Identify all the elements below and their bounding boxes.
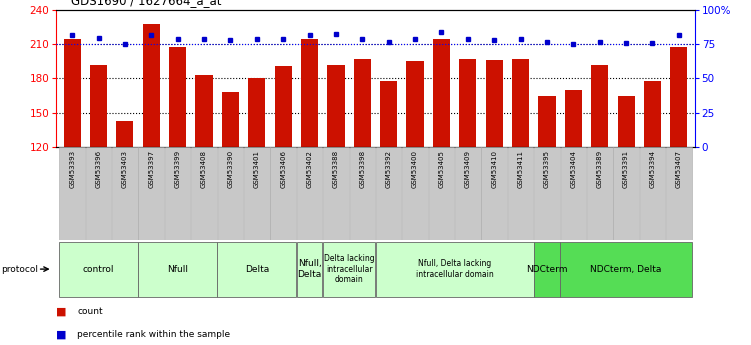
Text: GSM53407: GSM53407 [676, 150, 682, 188]
Bar [138, 147, 164, 240]
Text: GSM53393: GSM53393 [69, 150, 75, 188]
Text: GSM53400: GSM53400 [412, 150, 418, 188]
Bar [486, 60, 502, 147]
Bar [508, 147, 533, 240]
Bar [560, 241, 692, 297]
Bar [323, 147, 348, 240]
Bar [433, 39, 450, 147]
Bar [64, 39, 80, 147]
Bar [455, 147, 481, 240]
Bar [512, 59, 529, 147]
Bar [640, 147, 665, 240]
Bar [323, 241, 376, 297]
Text: count: count [77, 307, 103, 316]
Bar [192, 147, 217, 240]
Text: GSM53388: GSM53388 [333, 150, 339, 188]
Text: Nfull, Delta lacking
intracellular domain: Nfull, Delta lacking intracellular domai… [416, 259, 493, 279]
Bar [169, 47, 186, 147]
Text: ■: ■ [56, 330, 67, 340]
Text: GSM53397: GSM53397 [148, 150, 154, 188]
Bar [297, 241, 322, 297]
Bar [560, 147, 586, 240]
Bar [460, 59, 476, 147]
Bar [195, 75, 213, 147]
Text: GSM53408: GSM53408 [201, 150, 207, 188]
Text: GSM53411: GSM53411 [517, 150, 523, 188]
Text: GSM53403: GSM53403 [122, 150, 128, 188]
Bar [534, 241, 560, 297]
Bar [244, 147, 270, 240]
Bar [538, 96, 556, 147]
Bar [666, 147, 692, 240]
Bar [222, 92, 239, 147]
Bar [671, 47, 687, 147]
Text: GSM53409: GSM53409 [465, 150, 471, 188]
Bar [90, 65, 107, 147]
Bar [534, 147, 559, 240]
Bar [165, 147, 191, 240]
Text: GSM53399: GSM53399 [175, 150, 181, 188]
Text: Delta: Delta [245, 265, 269, 274]
Text: ■: ■ [56, 306, 67, 316]
Text: Delta lacking
intracellular
domain: Delta lacking intracellular domain [324, 254, 375, 284]
Text: GSM53402: GSM53402 [306, 150, 312, 188]
Text: GSM53396: GSM53396 [95, 150, 101, 188]
Text: GSM53394: GSM53394 [650, 150, 656, 188]
Bar [112, 147, 137, 240]
Bar [565, 90, 582, 147]
Bar [297, 147, 322, 240]
Bar [591, 65, 608, 147]
Bar [59, 147, 85, 240]
Bar [86, 147, 111, 240]
Bar [644, 81, 661, 147]
Text: Nfull: Nfull [167, 265, 189, 274]
Bar [406, 61, 424, 147]
Text: NDCterm, Delta: NDCterm, Delta [590, 265, 662, 274]
Text: GSM53390: GSM53390 [228, 150, 234, 188]
Bar [59, 241, 138, 297]
Bar [249, 79, 265, 147]
Text: GSM53410: GSM53410 [491, 150, 497, 188]
Text: GSM53398: GSM53398 [359, 150, 365, 188]
Bar [218, 241, 296, 297]
Bar [143, 24, 160, 147]
Text: GSM53392: GSM53392 [386, 150, 392, 188]
Text: GSM53391: GSM53391 [623, 150, 629, 188]
Text: GDS1690 / 1627664_a_at: GDS1690 / 1627664_a_at [71, 0, 222, 7]
Bar [380, 81, 397, 147]
Bar [376, 241, 533, 297]
Bar [138, 241, 217, 297]
Bar [270, 147, 296, 240]
Text: GSM53405: GSM53405 [439, 150, 445, 188]
Bar [116, 120, 134, 147]
Text: GSM53401: GSM53401 [254, 150, 260, 188]
Text: percentile rank within the sample: percentile rank within the sample [77, 330, 231, 339]
Bar [327, 65, 345, 147]
Bar [275, 66, 291, 147]
Text: NDCterm: NDCterm [526, 265, 568, 274]
Bar [587, 147, 613, 240]
Bar [376, 147, 402, 240]
Text: protocol: protocol [2, 265, 38, 274]
Text: control: control [83, 265, 114, 274]
Text: Nfull,
Delta: Nfull, Delta [297, 259, 321, 279]
Text: GSM53395: GSM53395 [544, 150, 550, 188]
Bar [301, 39, 318, 147]
Bar [349, 147, 375, 240]
Bar [403, 147, 428, 240]
Text: GSM53406: GSM53406 [280, 150, 286, 188]
Bar [481, 147, 507, 240]
Bar [218, 147, 243, 240]
Bar [354, 59, 371, 147]
Text: GSM53389: GSM53389 [597, 150, 603, 188]
Text: GSM53404: GSM53404 [570, 150, 576, 188]
Bar [617, 96, 635, 147]
Bar [614, 147, 639, 240]
Bar [429, 147, 454, 240]
